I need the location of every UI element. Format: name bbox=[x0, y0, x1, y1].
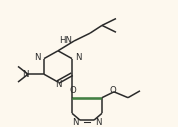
Text: N: N bbox=[22, 70, 29, 79]
Text: N: N bbox=[35, 53, 41, 62]
Text: O: O bbox=[70, 86, 76, 95]
Text: O: O bbox=[110, 86, 116, 95]
Text: N: N bbox=[75, 53, 82, 62]
Text: N: N bbox=[72, 118, 79, 127]
Text: N: N bbox=[55, 81, 61, 90]
Text: N: N bbox=[95, 118, 101, 127]
Text: HN: HN bbox=[59, 36, 72, 45]
